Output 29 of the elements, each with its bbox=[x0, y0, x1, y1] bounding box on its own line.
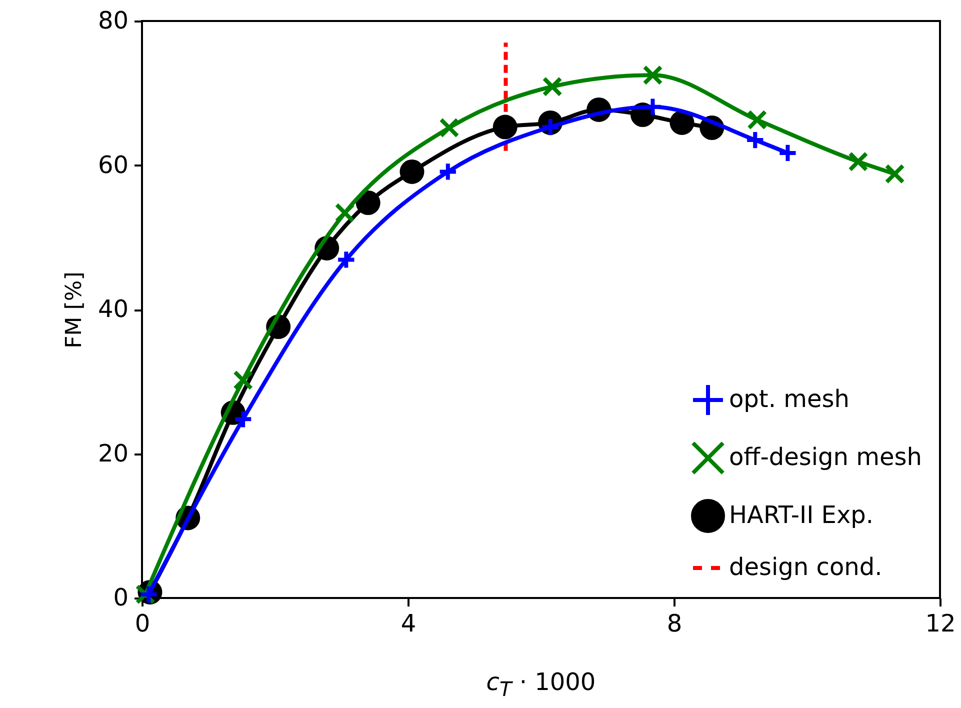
point bbox=[670, 110, 694, 135]
y-tick-label: 80 bbox=[98, 6, 128, 34]
x-tick-label: 4 bbox=[400, 610, 416, 638]
x-axis-title: c$_{T}$ · 1000 bbox=[485, 668, 597, 701]
point bbox=[848, 152, 868, 172]
point bbox=[642, 65, 663, 86]
point bbox=[439, 118, 460, 138]
point bbox=[438, 162, 458, 182]
legend-label: HART-II Exp. bbox=[729, 501, 874, 529]
legend-label: off-design mesh bbox=[729, 443, 922, 471]
x-tick-label: 8 bbox=[666, 610, 682, 638]
y-tick-label: 0 bbox=[113, 584, 128, 612]
x-tick-label: 12 bbox=[925, 610, 956, 638]
point bbox=[400, 160, 424, 184]
y-tick-label: 60 bbox=[98, 150, 128, 179]
point bbox=[334, 202, 355, 223]
point bbox=[356, 190, 380, 215]
y-tick-label: 20 bbox=[98, 439, 128, 468]
legend-label: opt. mesh bbox=[729, 385, 850, 413]
point bbox=[884, 164, 905, 184]
point bbox=[542, 76, 562, 97]
y-axis-title: FM [%] bbox=[62, 272, 87, 348]
point bbox=[336, 250, 356, 270]
point bbox=[747, 110, 768, 130]
y-tick-label: 40 bbox=[98, 295, 128, 323]
legend-label: design cond. bbox=[729, 553, 882, 581]
point bbox=[492, 114, 518, 140]
point bbox=[233, 370, 254, 390]
x-tick-label: 0 bbox=[134, 610, 150, 638]
